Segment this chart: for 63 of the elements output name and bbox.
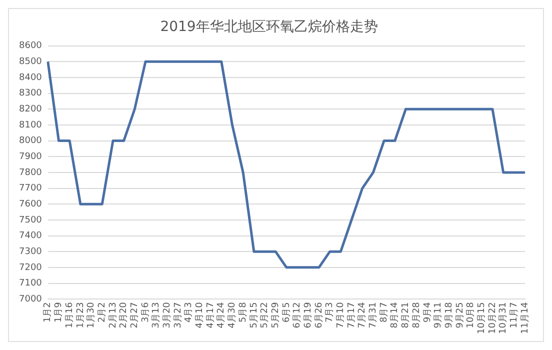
x-tick-label: 5月8: [238, 302, 248, 323]
x-tick-label: 1月2: [43, 302, 54, 323]
y-tick-label: 7000: [19, 294, 42, 304]
x-tick-label: 1月23: [76, 302, 86, 328]
x-tick-label: 8月7: [379, 302, 390, 323]
x-tick-label: 6月5: [282, 302, 292, 323]
x-tick-label: 1月9: [54, 302, 64, 323]
x-tick-label: 1月16: [64, 302, 75, 328]
y-tick-label: 7600: [19, 199, 42, 210]
x-tick-label: 2月27: [130, 302, 140, 328]
y-tick-label: 7300: [19, 246, 42, 257]
x-tick-label: 5月22: [260, 302, 270, 328]
y-tick-label: 7200: [19, 262, 42, 273]
x-tick-label: 3月27: [173, 302, 184, 328]
y-tick-label: 8200: [19, 104, 42, 114]
y-tick-label: 8300: [19, 88, 42, 99]
y-tick-label: 8400: [19, 72, 42, 83]
x-tick-label: 11月7: [510, 302, 520, 328]
y-tick-label: 8600: [19, 41, 42, 52]
x-tick-label: 6月26: [314, 302, 324, 328]
x-tick-label: 2月2: [97, 302, 108, 323]
x-tick-label: 3月13: [152, 302, 162, 328]
x-tick-label: 6月19: [303, 302, 314, 328]
x-tick-label: 10月15: [476, 302, 487, 334]
x-tick-label: 2月20: [119, 302, 130, 328]
y-tick-label: 7800: [19, 168, 42, 178]
x-tick-label: 10月31: [498, 302, 509, 334]
y-tick-label: 7700: [19, 184, 42, 194]
x-tick-label: 9月25: [455, 302, 466, 328]
y-tick-label: 8500: [19, 56, 42, 67]
x-tick-label: 10月8: [466, 302, 476, 328]
y-tick-label: 8100: [19, 120, 42, 130]
y-tick-label: 7100: [19, 278, 42, 289]
x-tick-label: 8月21: [401, 302, 412, 328]
x-tick-label: 6月12: [292, 302, 303, 328]
x-tick-label: 1月30: [86, 302, 97, 328]
x-tick-label: 10月22: [488, 302, 498, 334]
x-tick-label: 7月17: [346, 302, 357, 328]
x-tick-label: 9月18: [444, 302, 454, 328]
y-tick-label: 8000: [19, 136, 42, 146]
x-tick-label: 2月13: [108, 302, 118, 328]
x-tick-label: 4月30: [228, 302, 238, 328]
x-tick-label: 8月28: [412, 302, 422, 328]
x-tick-label: 7月3: [325, 302, 336, 323]
x-tick-label: 7月31: [368, 302, 379, 328]
x-tick-label: 4月3: [184, 302, 194, 323]
y-tick-label: 7500: [19, 215, 42, 226]
x-tick-label: 7月10: [336, 302, 346, 328]
x-tick-label: 4月10: [195, 302, 206, 328]
x-tick-label: 8月14: [390, 302, 400, 328]
x-tick-label: 4月17: [206, 302, 216, 328]
x-tick-label: 5月15: [249, 302, 260, 328]
x-tick-label: 7月24: [358, 302, 368, 328]
x-tick-label: 5月29: [270, 302, 281, 328]
x-tick-label: 4月24: [216, 302, 227, 328]
x-tick-label: 11月14: [520, 302, 530, 334]
x-tick-label: 9月11: [434, 302, 444, 328]
x-tick-label: 3月6: [140, 302, 151, 323]
chart-title: 2019年华北地区环氧乙烷价格走势: [160, 19, 378, 36]
y-tick-label: 7900: [19, 152, 42, 162]
y-tick-label: 7400: [19, 231, 42, 242]
x-tick-label: 9月4: [422, 302, 433, 323]
x-tick-label: 3月20: [162, 302, 173, 328]
